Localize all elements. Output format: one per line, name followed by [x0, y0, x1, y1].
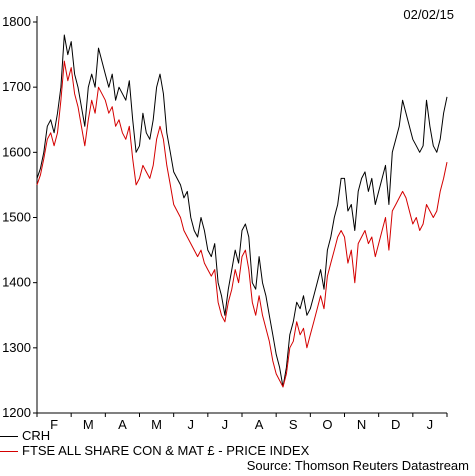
- y-tick-label: 1500: [2, 210, 31, 225]
- legend-swatch-ftse: [0, 451, 18, 453]
- legend-item-crh: CRH: [0, 428, 50, 443]
- y-tick-label: 1300: [2, 340, 31, 355]
- x-tick-label: J: [188, 417, 195, 432]
- series-line-crh: [36, 34, 448, 388]
- legend-item-ftse: FTSE ALL SHARE CON & MAT £ - PRICE INDEX: [0, 443, 309, 458]
- x-tick-label: J: [427, 417, 434, 432]
- legend-label-ftse: FTSE ALL SHARE CON & MAT £ - PRICE INDEX: [22, 443, 310, 458]
- x-tick-label: M: [83, 417, 94, 432]
- x-tick-label: O: [322, 417, 332, 432]
- x-tick-label: M: [151, 417, 162, 432]
- source-note: Source: Thomson Reuters Datastream: [246, 458, 469, 473]
- legend-label-crh: CRH: [22, 428, 51, 443]
- x-tick-label: F: [50, 417, 58, 432]
- x-tick-label: A: [118, 417, 127, 432]
- y-tick-label: 1600: [2, 144, 31, 159]
- y-tick-label: 1200: [2, 405, 31, 420]
- x-tick-label: S: [289, 417, 298, 432]
- x-tick-label: N: [357, 417, 366, 432]
- x-tick-label: J: [222, 417, 229, 432]
- chart-date: 02/02/15: [403, 7, 454, 22]
- x-tick-label: D: [391, 417, 400, 432]
- y-tick-label: 1400: [2, 275, 31, 290]
- x-tick-label: A: [255, 417, 264, 432]
- series-line-ftse: [36, 60, 448, 388]
- y-tick-label: 1800: [2, 14, 31, 29]
- y-tick-label: 1700: [2, 79, 31, 94]
- legend-swatch-crh: [0, 436, 18, 438]
